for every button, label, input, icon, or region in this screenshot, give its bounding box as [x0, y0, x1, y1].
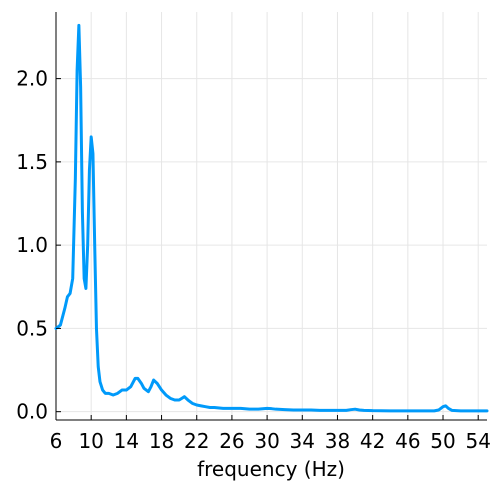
y-tick-label-3: 1.5 — [16, 150, 48, 174]
y-tick-label-4: 2.0 — [16, 67, 48, 91]
x-tick-label-4: 22 — [184, 429, 209, 453]
x-tick-label-9: 42 — [360, 429, 385, 453]
x-tick-label-5: 26 — [219, 429, 244, 453]
y-tick-label-1: 0.5 — [16, 316, 48, 340]
x-tick-label-7: 34 — [290, 429, 315, 453]
x-axis-title: frequency (Hz) — [197, 457, 345, 481]
ticks-layer: 6 10 14 18 22 26 30 34 38 42 46 50 54 0.0 0.5 1.0 1.5 2.0 — [16, 67, 491, 453]
x-tick-label-3: 18 — [149, 429, 174, 453]
x-tick-label-1: 10 — [78, 429, 103, 453]
grid-layer — [55, 12, 487, 420]
x-tick-label-11: 50 — [430, 429, 455, 453]
x-tick-label-6: 30 — [254, 429, 279, 453]
x-tick-label-8: 38 — [325, 429, 350, 453]
series-layer — [54, 23, 489, 413]
x-tick-label-0: 6 — [50, 429, 63, 453]
x-tick-label-10: 46 — [395, 429, 420, 453]
series-line-0 — [54, 23, 489, 413]
x-tick-label-2: 14 — [114, 429, 139, 453]
y-tick-label-0: 0.0 — [16, 400, 48, 424]
x-tick-label-12: 54 — [465, 429, 490, 453]
axes-layer — [55, 12, 487, 421]
y-tick-label-2: 1.0 — [16, 233, 48, 257]
